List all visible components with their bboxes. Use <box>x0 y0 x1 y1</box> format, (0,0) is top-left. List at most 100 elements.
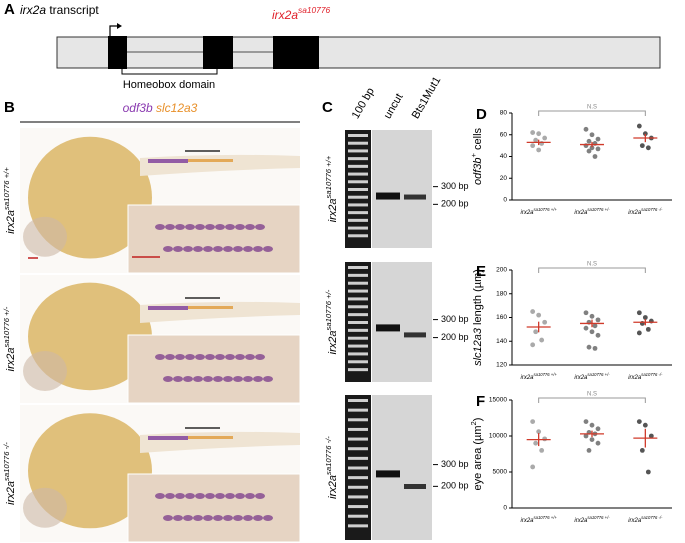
text-part: irx2a <box>574 375 588 381</box>
text-part: irx2a <box>5 481 17 505</box>
cell <box>223 376 233 382</box>
y-tick-label: 15000 <box>489 397 507 404</box>
ladder-band <box>348 134 368 137</box>
data-point <box>533 329 539 335</box>
x-tick-label: irx2asa10776 +/+ <box>521 515 558 524</box>
ladder-band <box>348 408 368 412</box>
cell <box>213 515 223 521</box>
x-tick-label: irx2asa10776 -/- <box>628 372 663 381</box>
ladder-band <box>348 427 368 431</box>
exon <box>203 36 233 69</box>
gel-band <box>376 324 400 332</box>
cell <box>183 376 193 382</box>
text-part: irx2a <box>628 210 642 216</box>
y-tick-label: 20 <box>500 175 508 182</box>
data-point <box>589 313 595 319</box>
panel-letter: E <box>476 263 486 280</box>
text-part: slc12a3 <box>472 327 484 366</box>
data-point <box>533 137 539 143</box>
text-part: irx2a <box>628 375 642 381</box>
ladder-band <box>348 437 368 441</box>
cell <box>173 515 183 521</box>
data-point <box>586 448 592 453</box>
ladder-band <box>348 157 368 161</box>
ladder-band <box>348 313 368 317</box>
data-point <box>642 315 648 320</box>
data-point <box>636 419 642 424</box>
text-part: irx2a <box>628 518 642 524</box>
marker-label: 300 bp <box>441 459 469 469</box>
inset <box>127 204 301 274</box>
marker-label: 200 bp <box>441 199 469 209</box>
marker-label: 300 bp <box>441 181 469 191</box>
y-tick-label: 140 <box>496 338 507 345</box>
lane-label: 100 bp <box>350 86 377 121</box>
cell <box>243 246 253 252</box>
significance-label: N.S <box>587 392 597 398</box>
cell <box>253 376 263 382</box>
text-part: irx2a <box>521 518 535 524</box>
ladder-band <box>348 524 368 528</box>
cell <box>255 354 265 360</box>
text-part: sa10776 <box>298 5 330 15</box>
cell <box>185 354 195 360</box>
data-point <box>589 437 595 442</box>
cell <box>205 493 215 499</box>
y-axis-label: eye area (µm2) <box>469 418 484 491</box>
exon <box>108 36 127 69</box>
cell <box>233 515 243 521</box>
text-part: sa10776 -/- <box>641 515 663 520</box>
significance-bracket <box>538 397 646 403</box>
expression <box>148 159 188 163</box>
text-part: irx2a <box>521 375 535 381</box>
ladder-band <box>348 149 368 153</box>
lane-label: Bts1Mut1 <box>410 75 444 121</box>
data-point <box>595 332 601 338</box>
cell <box>225 354 235 360</box>
ladder-band <box>348 180 368 184</box>
tss-arrow-head <box>117 23 122 29</box>
cell <box>195 224 205 230</box>
cell <box>233 376 243 382</box>
data-point <box>583 126 589 132</box>
data-point <box>583 419 589 424</box>
ladder-band <box>348 514 368 518</box>
marker-label: 200 bp <box>441 332 469 342</box>
data-point <box>586 138 592 144</box>
cell <box>175 354 185 360</box>
ladder-band <box>348 456 368 460</box>
cell <box>183 515 193 521</box>
text-part: sa10776 +/- <box>587 207 610 212</box>
ladder-band <box>348 195 368 199</box>
x-tick-label: irx2asa10776 -/- <box>628 515 663 524</box>
ladder-band <box>348 203 368 207</box>
text-part: irx2a <box>5 347 17 371</box>
text-part: sa10776 +/- <box>324 289 333 330</box>
data-point <box>595 136 601 142</box>
ladder-band <box>348 188 368 191</box>
cell <box>173 246 183 252</box>
cell <box>215 354 225 360</box>
panel-letter: B <box>4 99 15 116</box>
ladder-band <box>348 164 368 168</box>
data-point <box>586 148 592 154</box>
cell <box>165 354 175 360</box>
cell <box>253 515 263 521</box>
gel-band <box>404 194 426 200</box>
gel-band <box>404 332 426 338</box>
data-point <box>595 440 601 446</box>
y-tick-label: 120 <box>496 362 507 369</box>
cell <box>245 493 255 499</box>
marker-label: 200 bp <box>441 481 469 491</box>
x-tick-label: irx2asa10776 -/- <box>628 207 663 216</box>
panel-letter: D <box>476 106 487 123</box>
genotype-label: irx2asa10776 -/- <box>324 436 339 499</box>
data-point <box>639 143 645 149</box>
cell <box>223 246 233 252</box>
y-tick-label: 80 <box>500 110 508 117</box>
y-tick-label: 5000 <box>493 469 508 476</box>
embryo-head <box>23 216 67 257</box>
text-part: irx2a <box>272 8 298 22</box>
inset <box>127 334 301 404</box>
